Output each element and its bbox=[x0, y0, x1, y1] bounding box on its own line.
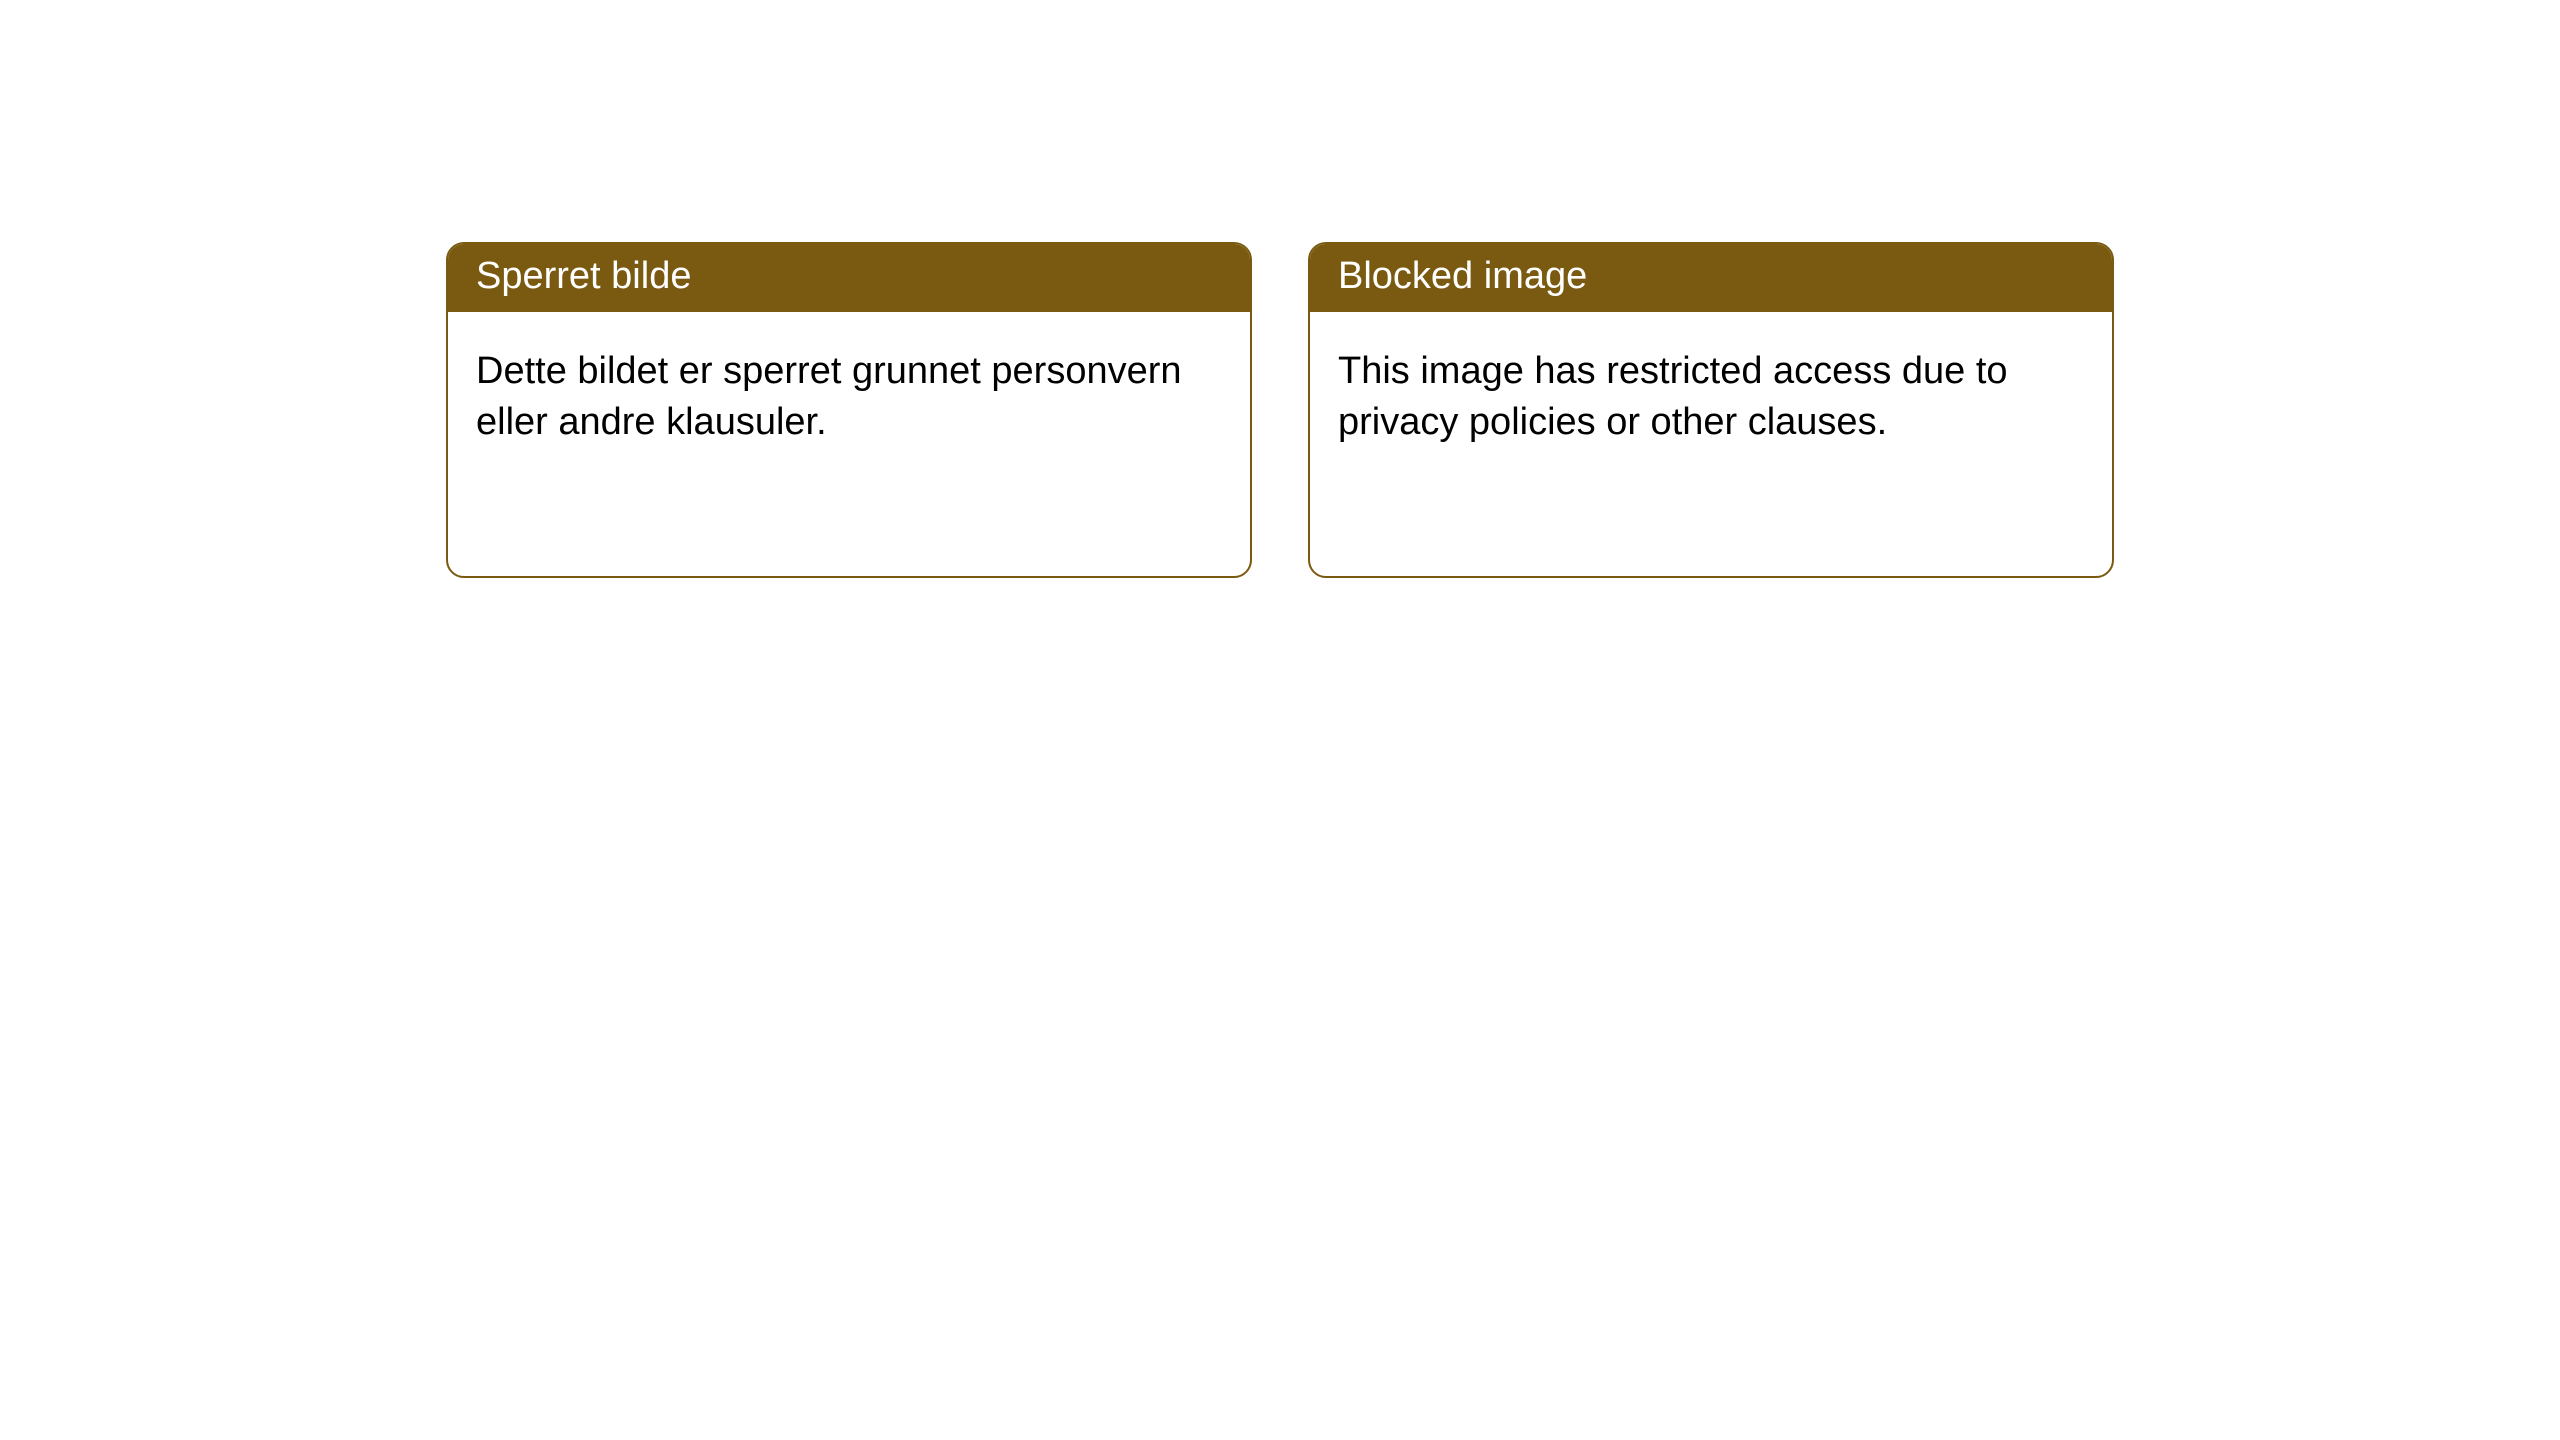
notice-card-header-no: Sperret bilde bbox=[448, 244, 1250, 312]
notice-card-body-no: Dette bildet er sperret grunnet personve… bbox=[448, 312, 1250, 483]
notice-card-no: Sperret bilde Dette bildet er sperret gr… bbox=[446, 242, 1252, 578]
notice-card-header-en: Blocked image bbox=[1310, 244, 2112, 312]
notice-card-en: Blocked image This image has restricted … bbox=[1308, 242, 2114, 578]
notice-card-body-en: This image has restricted access due to … bbox=[1310, 312, 2112, 483]
notice-cards-container: Sperret bilde Dette bildet er sperret gr… bbox=[446, 242, 2114, 578]
